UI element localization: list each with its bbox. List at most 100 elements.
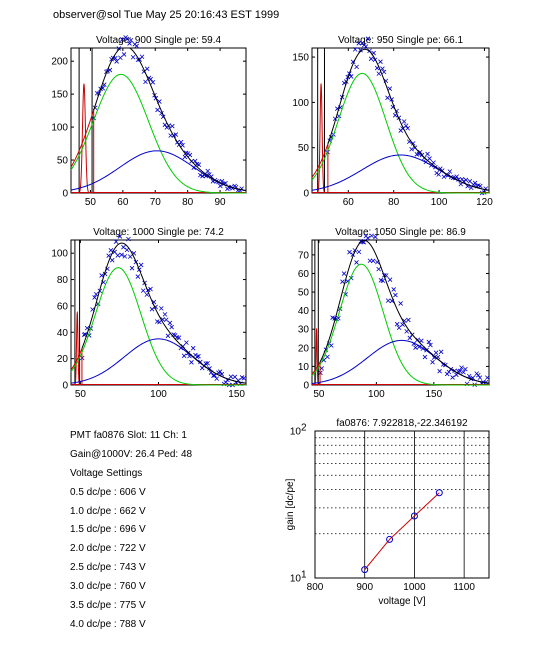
data-point	[376, 266, 381, 272]
data-point	[387, 277, 393, 282]
data-point	[348, 74, 354, 79]
data-point	[148, 286, 153, 292]
data-point	[398, 301, 403, 306]
y-tick-exponent: 2	[301, 423, 307, 434]
data-point	[139, 54, 145, 60]
data-point	[207, 366, 212, 371]
fit-component-2	[70, 150, 247, 192]
y-tick-label: 10	[290, 574, 302, 585]
y-tick-label: 100	[51, 123, 68, 134]
data-point	[217, 369, 223, 374]
data-point	[194, 354, 200, 360]
x-tick-label: 150	[228, 389, 245, 400]
data-point	[385, 298, 391, 303]
axes-box	[314, 430, 490, 579]
data-point	[356, 41, 362, 46]
data-point	[190, 345, 196, 351]
data-point	[415, 337, 420, 343]
data-point	[114, 59, 119, 64]
histogram-950v: Voltage: 950 Single pe: 66.1 60 80 100 120 0 5…	[292, 35, 493, 208]
data-point	[407, 335, 413, 341]
fit-total-extrapolation	[70, 110, 95, 168]
data-point	[121, 244, 126, 250]
header-user-timestamp: observer@sol Tue May 25 20:16:43 EST 199…	[53, 9, 280, 21]
x-tick-label: 800	[307, 582, 324, 593]
data-point	[463, 177, 469, 183]
y-tick-label: 40	[298, 306, 310, 317]
y-tick-label: 20	[298, 343, 310, 354]
x-tick-label: 50	[85, 197, 97, 208]
data-point	[109, 257, 115, 263]
plot-title: Voltage: 1000 Single pe: 74.2	[93, 227, 224, 238]
data-point	[427, 156, 432, 161]
voltage-setting: 1.5 dc/pe : 696 V	[70, 524, 146, 536]
data-point	[108, 248, 114, 253]
data-point	[475, 372, 481, 378]
data-point	[426, 339, 432, 345]
data-point	[143, 79, 148, 85]
data-point	[356, 249, 362, 255]
data-point	[380, 66, 385, 71]
data-point	[405, 125, 410, 131]
data-point	[438, 349, 444, 355]
y-tick-label: 0	[62, 189, 68, 200]
data-point	[138, 262, 144, 268]
data-point	[189, 360, 194, 365]
data-point	[380, 278, 386, 284]
histogram-900v: Voltage: 900 Single pe: 59.4 50 60 70 80 90 0 5…	[51, 35, 247, 208]
gain-point	[435, 489, 443, 497]
histogram-1050v: Voltage: 1050 Single pe: 86.9 50 100 150 0 10…	[298, 227, 490, 400]
data-point	[180, 142, 185, 148]
fit-component-1	[311, 72, 489, 194]
x-tick-label: 150	[425, 389, 442, 400]
data-point	[413, 345, 418, 350]
y-tick-label: 150	[51, 90, 68, 101]
gain-point	[386, 535, 394, 543]
data-point	[417, 149, 423, 155]
data-point	[219, 178, 225, 184]
data-point	[485, 375, 490, 380]
data-point	[187, 152, 193, 158]
data-point	[92, 295, 97, 300]
data-point	[223, 380, 229, 385]
data-point	[354, 260, 359, 265]
data-point	[178, 139, 184, 145]
data-point	[368, 56, 374, 62]
fit-total	[81, 242, 247, 384]
y-tick-label: 70	[298, 250, 310, 261]
x-tick-label: 50	[75, 389, 87, 400]
data-point	[403, 123, 409, 129]
histogram-1000v: Voltage: 1000 Single pe: 74.2 50 100 150 0 20…	[51, 227, 247, 400]
voltage-setting: 1.0 dc/pe : 662 V	[70, 505, 146, 517]
data-point	[354, 64, 359, 70]
data-point	[158, 306, 164, 311]
gain-fit-line	[364, 492, 440, 570]
data-point	[381, 69, 387, 75]
data-point	[325, 354, 330, 360]
data-point	[165, 333, 171, 339]
data-point	[128, 37, 134, 43]
data-point	[134, 43, 139, 49]
data-point	[205, 168, 211, 174]
x-tick-label: 120	[476, 197, 493, 208]
y-tick-label: 0	[303, 189, 309, 200]
data-point	[155, 107, 160, 113]
data-point	[391, 287, 396, 292]
y-tick-label: 50	[298, 288, 310, 299]
data-point	[409, 146, 414, 152]
data-point	[144, 66, 150, 72]
x-tick-label: 80	[388, 197, 400, 208]
fit-total-extrapolation	[311, 143, 329, 178]
pedestal-peak	[77, 83, 91, 194]
data-point	[214, 376, 220, 381]
y-tick-label: 60	[298, 269, 310, 280]
x-tick-label: 1000	[403, 582, 426, 593]
data-point	[140, 288, 146, 293]
data-point	[385, 95, 390, 101]
y-tick-label: 60	[57, 301, 69, 312]
data-point	[358, 47, 363, 53]
data-point	[99, 273, 104, 278]
data-point	[396, 325, 402, 331]
y-tick-label: 100	[51, 249, 68, 260]
